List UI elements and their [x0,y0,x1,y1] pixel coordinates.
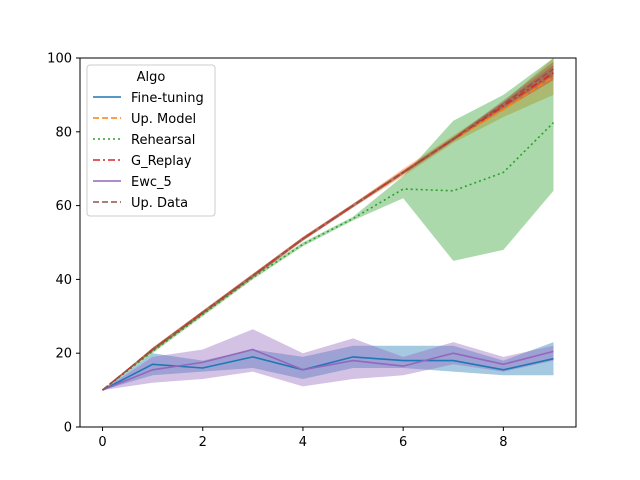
x-tick-label: 6 [399,435,407,450]
legend-label: G_Replay [131,154,192,169]
x-tick-label: 0 [98,435,106,450]
y-tick-label: 20 [55,347,72,362]
x-tick-label: 4 [299,435,307,450]
band-fine-tuning [102,342,554,391]
legend-label: Up. Model [131,112,196,127]
x-tick-label: 8 [499,435,507,450]
legend-box [86,64,216,217]
legend-label: Rehearsal [131,133,195,148]
legend: Algo Fine-tuning Up. Model Rehearsal G_Repl… [86,64,216,217]
x-axis: 0 2 4 6 8 [98,427,507,450]
series-line-ewc-5 [102,348,554,391]
y-tick-label: 0 [64,421,72,436]
x-tick-label: 2 [199,435,207,450]
legend-label: Fine-tuning [131,91,204,106]
legend-label: Up. Data [131,196,188,211]
series-line-up-data [101,68,554,391]
y-tick-label: 60 [55,199,72,214]
y-tick-label: 80 [55,125,72,140]
y-tick-label: 40 [55,273,72,288]
band-ewc-5 [102,329,554,391]
band-rehearsal [102,58,554,391]
legend-label: Ewc_5 [131,175,172,190]
plot-frame [79,57,577,428]
y-tick-label: 100 [47,52,72,67]
series-line-rehearsal [102,122,555,391]
y-axis: 0 20 40 60 80 100 [47,52,80,436]
series-lines [101,68,555,391]
legend-title: Algo [137,70,166,85]
